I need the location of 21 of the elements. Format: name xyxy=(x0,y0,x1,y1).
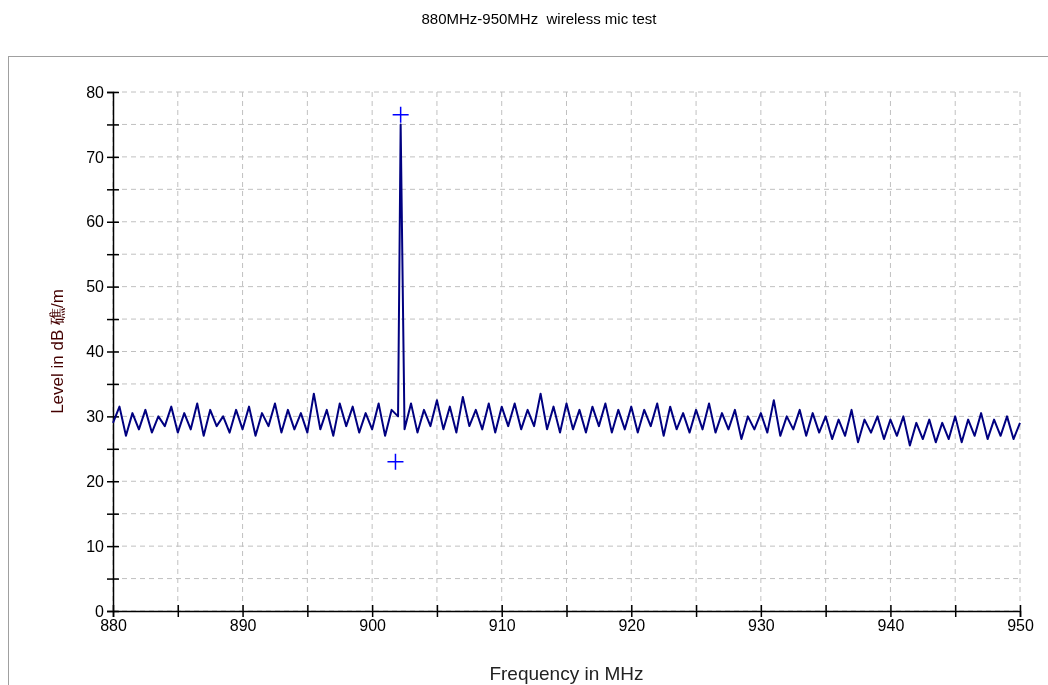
x-tick-label: 950 xyxy=(1007,617,1034,635)
y-tick-label: 40 xyxy=(86,343,105,361)
y-tick-label: 10 xyxy=(86,537,105,555)
y-tick-label: 80 xyxy=(86,83,105,101)
x-tick-label: 930 xyxy=(748,617,775,635)
x-tick-label: 900 xyxy=(359,617,387,635)
x-tick-label: 920 xyxy=(618,617,646,635)
y-tick-label: 50 xyxy=(86,278,105,296)
y-axis-title: Level in dB 礁/m xyxy=(48,289,67,414)
y-tick-label: 60 xyxy=(86,213,105,231)
line-series xyxy=(112,123,1021,447)
x-axis-title: Frequency in MHz xyxy=(489,663,644,684)
chart-title: 880MHz-950MHz wireless mic test xyxy=(421,10,658,27)
y-tick-label: 0 xyxy=(95,602,105,620)
x-tick-label: 940 xyxy=(877,617,905,635)
x-tick-label: 890 xyxy=(229,617,257,635)
y-tick-label: 70 xyxy=(86,148,105,166)
y-tick-label: 30 xyxy=(86,407,105,425)
x-tick-label: 910 xyxy=(488,617,516,635)
y-tick-label: 20 xyxy=(86,472,105,490)
x-tick-label: 880 xyxy=(100,617,127,635)
